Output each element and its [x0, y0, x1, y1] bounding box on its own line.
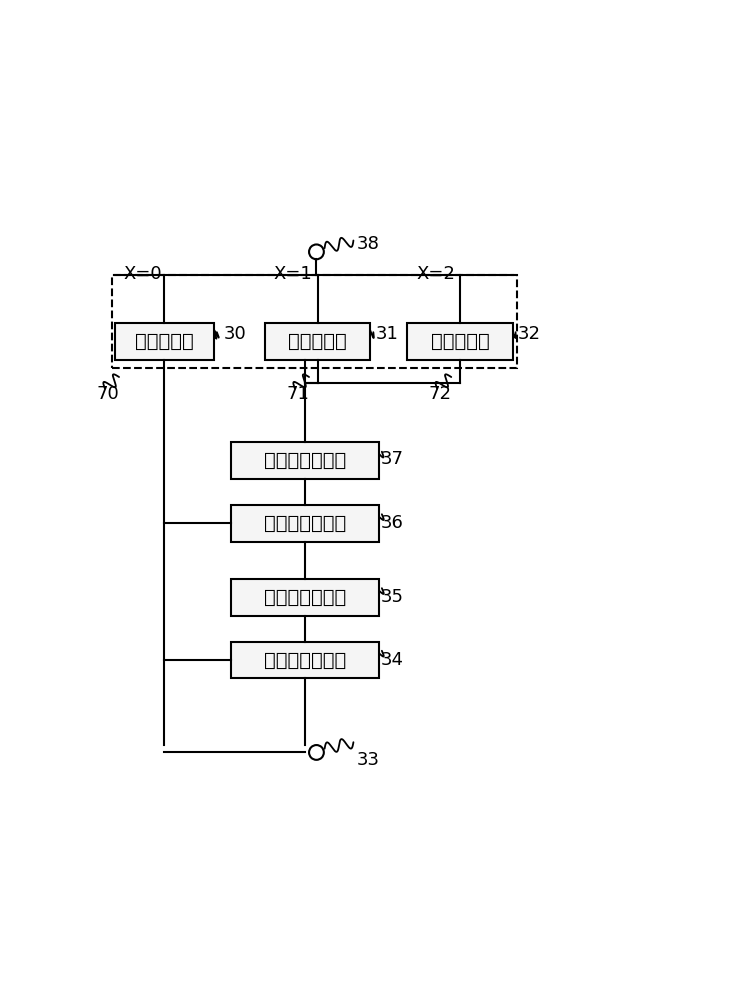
- Text: 35: 35: [381, 588, 404, 606]
- Text: X=1: X=1: [274, 265, 313, 283]
- Bar: [115, 323, 214, 360]
- Text: 33: 33: [356, 751, 379, 769]
- Bar: [112, 275, 517, 368]
- Text: 36: 36: [381, 514, 404, 532]
- Bar: [407, 323, 513, 360]
- Text: 第二忆阵器: 第二忆阵器: [288, 332, 347, 351]
- Text: 38: 38: [356, 235, 379, 253]
- Bar: [231, 642, 379, 678]
- Bar: [231, 442, 379, 479]
- Text: 第三忆阵器: 第三忆阵器: [431, 332, 490, 351]
- Text: 第一忆阵器: 第一忆阵器: [135, 332, 194, 351]
- Text: 第一电压转换器: 第一电压转换器: [264, 588, 346, 607]
- Text: 32: 32: [517, 325, 540, 343]
- Text: 第一右旋逻辑门: 第一右旋逻辑门: [264, 651, 346, 670]
- Text: X=2: X=2: [416, 265, 455, 283]
- Text: 37: 37: [381, 450, 404, 468]
- Bar: [231, 579, 379, 616]
- Text: 第二电压转换器: 第二电压转换器: [264, 451, 346, 470]
- Bar: [231, 505, 379, 542]
- Text: 34: 34: [381, 651, 404, 669]
- Text: 70: 70: [96, 385, 119, 403]
- Text: 72: 72: [429, 385, 451, 403]
- Text: 第二右旋逻辑门: 第二右旋逻辑门: [264, 514, 346, 533]
- Text: 30: 30: [224, 325, 247, 343]
- Text: 31: 31: [376, 325, 399, 343]
- Text: X=0: X=0: [123, 265, 161, 283]
- Text: 71: 71: [286, 385, 309, 403]
- Bar: [265, 323, 371, 360]
